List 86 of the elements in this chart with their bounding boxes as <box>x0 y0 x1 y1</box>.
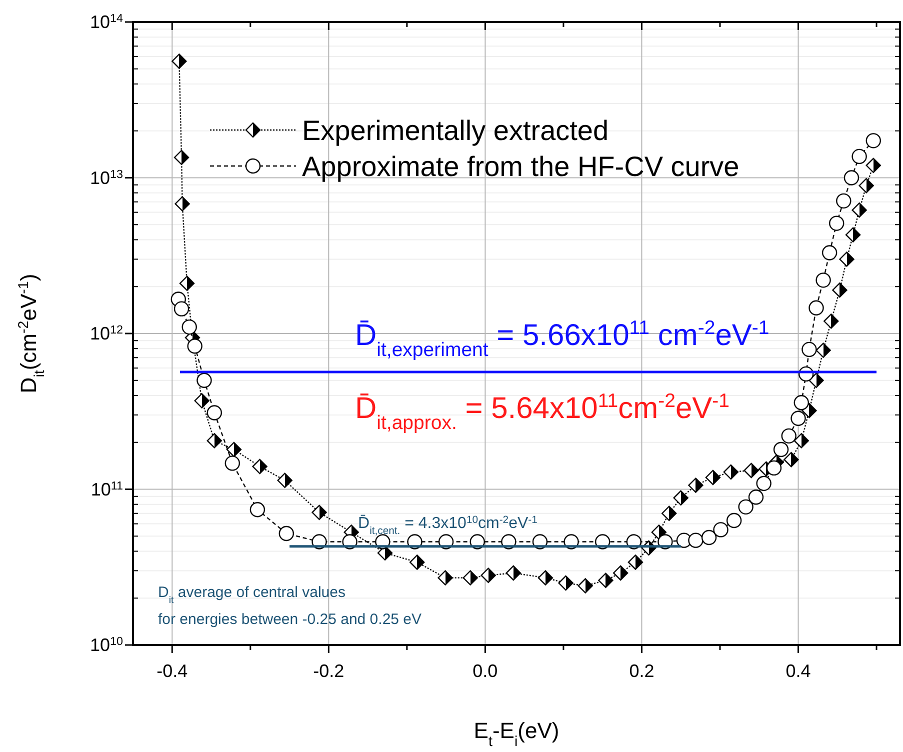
y-tick-label: 10$^{13}$ <box>90 167 123 188</box>
point <box>651 524 667 540</box>
point <box>844 170 860 186</box>
point <box>836 193 852 209</box>
point <box>756 476 772 492</box>
x-axis-title: E$_{t}$-E$_{i}$(eV) <box>474 718 560 750</box>
point <box>829 216 844 231</box>
point <box>506 565 521 581</box>
annotation: D̄$_{it,cent.}$ = 4.3x10$^{10}$cm$^{-2}$eV$^{-1}$ <box>358 514 538 536</box>
point <box>832 282 848 298</box>
point <box>226 442 242 458</box>
point <box>250 502 266 518</box>
point <box>480 568 496 583</box>
point <box>784 452 799 468</box>
point <box>866 133 881 148</box>
point <box>822 245 838 260</box>
annotation: D̄$_{it,experiment}$ = 5.66x10$^{11}$ cm$^{-2}$eV$^{-1}$ <box>355 317 770 361</box>
point <box>866 158 881 174</box>
point <box>713 522 728 538</box>
point <box>174 150 190 166</box>
point <box>701 530 717 546</box>
point <box>194 393 210 408</box>
y-tick-label: 10$^{10}$ <box>90 634 124 655</box>
point <box>794 433 809 448</box>
point <box>628 554 644 570</box>
point <box>438 570 453 586</box>
point <box>252 458 268 474</box>
x-tick-label: 0.0 <box>472 661 498 681</box>
point <box>538 570 554 586</box>
point <box>738 499 754 515</box>
point <box>206 433 222 448</box>
point <box>781 428 796 444</box>
point <box>673 490 688 506</box>
point <box>852 148 867 164</box>
point <box>578 578 593 594</box>
point <box>598 572 614 588</box>
point <box>723 464 739 480</box>
point <box>196 372 212 388</box>
x-tick-label: 0.2 <box>629 661 654 681</box>
point <box>688 478 704 493</box>
point <box>174 301 190 316</box>
point <box>206 405 222 420</box>
point <box>858 178 874 194</box>
point <box>773 442 789 458</box>
point <box>312 504 327 520</box>
point <box>766 460 782 476</box>
point <box>845 227 861 242</box>
point <box>726 512 742 528</box>
point <box>174 196 190 212</box>
y-tick-label: 10$^{12}$ <box>90 323 123 344</box>
point <box>662 506 677 521</box>
point <box>816 342 831 358</box>
x-tick-label: 0.4 <box>786 661 811 681</box>
point <box>705 470 721 486</box>
point <box>612 565 628 581</box>
point <box>277 472 292 488</box>
point <box>808 372 824 388</box>
annotation: D̄$_{it,approx.}$ = 5.64x10$^{11}$cm$^{-2}$eV$^{-1}$ <box>355 390 730 434</box>
point <box>802 342 817 358</box>
legend-label: Approximate from the HF-CV curve <box>302 151 740 182</box>
point <box>794 395 809 410</box>
point <box>172 54 187 69</box>
point <box>410 554 425 570</box>
point <box>744 462 759 478</box>
point <box>748 490 764 505</box>
y-tick-label: 10$^{14}$ <box>90 12 124 32</box>
x-tick-label: -0.2 <box>313 661 344 681</box>
point <box>462 570 478 586</box>
point <box>224 456 240 471</box>
point <box>808 300 824 316</box>
point <box>278 526 294 542</box>
point <box>688 532 704 548</box>
annotation: D$_{it}$ average of central values <box>158 584 346 606</box>
point <box>839 252 854 267</box>
point <box>816 272 831 288</box>
annotation: for energies between -0.25 and 0.25 eV <box>158 611 422 628</box>
point <box>558 575 574 591</box>
x-tick-label: -0.4 <box>156 661 188 681</box>
y-tick-label: 10$^{11}$ <box>90 478 123 500</box>
point <box>179 276 195 291</box>
point <box>182 319 197 335</box>
legend-label: Experimentally extracted <box>302 115 609 146</box>
point <box>790 410 806 426</box>
point <box>824 314 839 329</box>
point <box>852 202 867 218</box>
point <box>187 338 202 354</box>
